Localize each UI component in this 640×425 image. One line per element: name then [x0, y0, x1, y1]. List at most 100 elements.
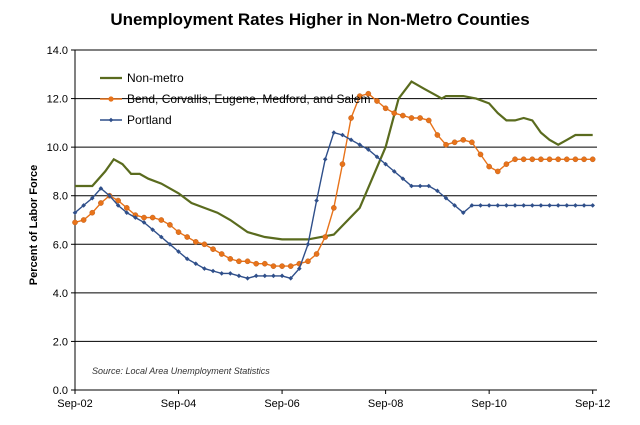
data-point [202, 266, 207, 271]
data-point [538, 203, 544, 208]
data-point [547, 203, 552, 208]
data-point [366, 147, 371, 152]
data-point [340, 132, 345, 138]
data-point [150, 227, 155, 233]
data-point [158, 234, 164, 240]
y-tick-label: 14.0 [47, 45, 68, 57]
data-point [176, 249, 181, 254]
x-tick-label: Sep-12 [575, 398, 610, 410]
data-point [322, 156, 328, 162]
series-1 [72, 90, 596, 269]
legend-item: Bend, Corvallis, Eugene, Medford, and Sa… [100, 92, 370, 106]
data-point [451, 139, 458, 146]
data-point [374, 154, 380, 160]
legend-item: Non-metro [100, 71, 184, 85]
data-point [365, 90, 372, 97]
data-point [167, 222, 173, 228]
data-point [305, 258, 311, 265]
data-point [383, 161, 388, 167]
data-point [477, 151, 484, 158]
y-tick-label: 4.0 [53, 288, 68, 300]
data-point [262, 260, 268, 267]
data-point [356, 93, 363, 99]
chart-title: Unemployment Rates Higher in Non-Metro C… [110, 10, 529, 29]
legend-label: Non-metro [127, 71, 184, 85]
data-point [81, 203, 86, 208]
data-point [512, 156, 518, 163]
data-point [521, 203, 526, 208]
data-point [443, 141, 449, 148]
data-point [193, 261, 199, 267]
source-note: Source: Local Area Unemployment Statisti… [92, 366, 270, 376]
data-point [573, 203, 578, 208]
data-point [460, 210, 466, 216]
data-point [417, 183, 423, 189]
data-point [417, 115, 423, 121]
data-point [495, 203, 501, 208]
y-tick-label: 12.0 [47, 94, 68, 106]
gridlines [71, 49, 597, 391]
legend-label: Bend, Corvallis, Eugene, Medford, and Sa… [127, 92, 370, 106]
data-point [253, 273, 259, 279]
data-point [409, 183, 414, 189]
data-point [107, 193, 112, 199]
legend-label: Portland [127, 113, 172, 127]
data-point [149, 214, 156, 221]
data-point [262, 273, 268, 279]
data-point [538, 156, 544, 163]
data-point [382, 105, 389, 112]
data-point [123, 205, 130, 211]
y-tick-labels: 0.0 2.0 4.0 6.0 8.0 10.0 12.0 14.0 [47, 45, 68, 397]
x-tick-label: Sep-06 [264, 398, 299, 410]
data-point [469, 203, 475, 208]
data-point [504, 203, 509, 208]
data-point [400, 112, 406, 119]
data-point [546, 156, 553, 163]
data-point [89, 195, 95, 201]
y-tick-label: 2.0 [53, 336, 68, 348]
data-point [184, 256, 190, 262]
data-point [270, 263, 277, 269]
data-point [279, 263, 285, 269]
data-point [469, 139, 475, 146]
data-point [520, 156, 527, 163]
y-tick-label: 10.0 [47, 142, 68, 154]
data-point [192, 239, 199, 245]
data-point [167, 241, 173, 247]
y-axis-label: Percent of Labor Force [28, 165, 40, 285]
data-point [339, 161, 346, 167]
data-point [287, 263, 294, 269]
data-point [494, 168, 501, 175]
data-point [313, 251, 320, 257]
data-point [244, 258, 251, 265]
data-point [374, 98, 380, 104]
data-point [141, 220, 147, 225]
data-point [271, 273, 276, 279]
data-point [219, 271, 224, 276]
data-point [288, 275, 294, 281]
data-point [124, 210, 130, 216]
data-point [236, 258, 242, 265]
data-point [158, 217, 165, 223]
data-point [115, 203, 121, 208]
x-tick-label: Sep-04 [161, 398, 196, 410]
data-point [555, 203, 561, 208]
data-point [564, 156, 570, 163]
data-point [426, 183, 432, 189]
x-tick-label: Sep-02 [57, 398, 92, 410]
data-point [331, 130, 337, 135]
data-point [210, 246, 216, 252]
data-point [572, 156, 579, 163]
legend-marker [108, 96, 114, 102]
data-point [322, 234, 329, 240]
data-point [434, 132, 441, 138]
data-point [589, 156, 596, 163]
legend-marker [108, 117, 114, 123]
data-point [279, 273, 285, 279]
data-point [529, 203, 535, 208]
data-point [400, 176, 406, 182]
data-point [98, 200, 104, 206]
data-point [348, 115, 354, 121]
data-point [443, 195, 449, 201]
y-tick-label: 6.0 [53, 239, 68, 251]
